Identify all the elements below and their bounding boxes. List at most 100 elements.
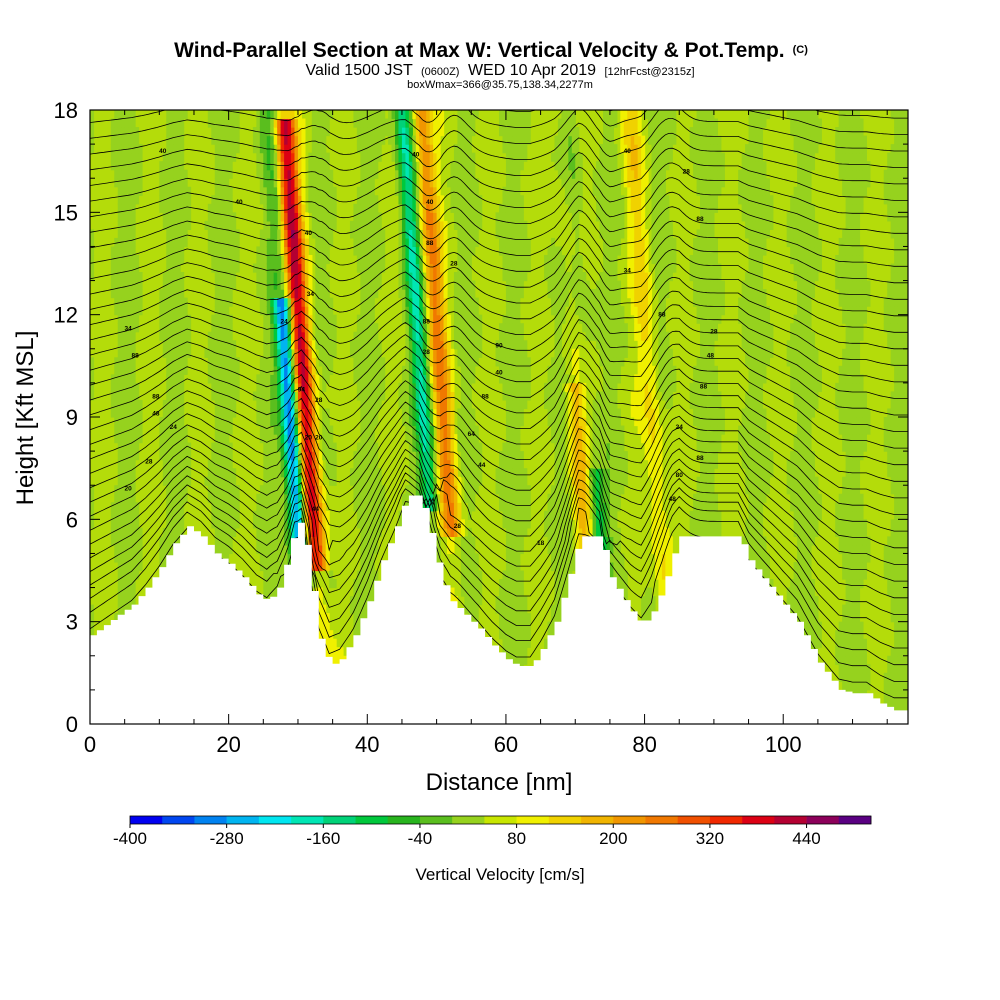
velocity-cell [478, 348, 483, 358]
velocity-cell [467, 502, 472, 512]
velocity-cell [384, 127, 389, 137]
velocity-cell [263, 161, 268, 171]
velocity-cell [370, 596, 375, 606]
velocity-cell [180, 434, 185, 444]
velocity-cell [183, 306, 188, 316]
velocity-cell [356, 263, 361, 273]
velocity-cell [263, 340, 268, 350]
velocity-cell [259, 118, 264, 128]
velocity-cell [176, 459, 181, 469]
velocity-cell [453, 289, 459, 299]
velocity-cell [318, 246, 323, 256]
velocity-cell [433, 399, 438, 410]
velocity-cell [180, 408, 185, 418]
velocity-cell [121, 237, 126, 248]
velocity-cell [325, 152, 330, 162]
velocity-cell [315, 476, 320, 486]
velocity-cell [135, 425, 140, 435]
velocity-cell [433, 365, 438, 375]
velocity-cell [315, 161, 320, 171]
velocity-cell [422, 135, 427, 145]
velocity-cell [180, 237, 185, 248]
velocity-cell [297, 178, 303, 188]
velocity-cell [436, 246, 441, 256]
velocity-cell [124, 357, 129, 367]
velocity-cell [450, 161, 455, 171]
velocity-cell [117, 502, 122, 512]
velocity-cell [318, 186, 323, 196]
velocity-cell [218, 476, 223, 486]
velocity-cell [301, 220, 306, 230]
velocity-cell [121, 374, 126, 384]
velocity-cell [176, 365, 181, 375]
velocity-cell [259, 272, 264, 282]
velocity-cell [214, 195, 219, 205]
velocity-cell [401, 195, 407, 205]
velocity-cell [294, 314, 299, 324]
velocity-cell [173, 280, 178, 290]
velocity-cell [263, 459, 268, 469]
velocity-cell [512, 630, 517, 640]
velocity-cell [259, 237, 264, 248]
velocity-cell [277, 331, 282, 341]
velocity-cell [332, 579, 337, 589]
velocity-cell [297, 203, 303, 213]
velocity-cell [478, 314, 483, 324]
velocity-cell [162, 212, 167, 222]
velocity-cell [426, 348, 431, 358]
velocity-cell [374, 152, 379, 162]
velocity-cell [162, 561, 167, 572]
velocity-cell [401, 212, 407, 222]
velocity-cell [280, 536, 285, 546]
velocity-cell [273, 314, 278, 324]
velocity-cell [117, 254, 122, 265]
velocity-cell [221, 263, 226, 273]
velocity-cell [270, 135, 275, 145]
velocity-cell [121, 408, 126, 418]
velocity-cell [128, 357, 133, 367]
velocity-cell [370, 237, 375, 248]
velocity-cell [287, 323, 292, 333]
velocity-cell [450, 365, 455, 375]
velocity-cell [169, 314, 174, 324]
velocity-cell [259, 289, 264, 299]
velocity-cell [408, 451, 413, 461]
velocity-cell [460, 323, 465, 333]
velocity-cell [457, 340, 462, 350]
velocity-cell [374, 263, 379, 273]
velocity-cell [447, 357, 452, 367]
velocity-cell [505, 186, 510, 196]
velocity-cell [325, 544, 330, 555]
velocity-cell [180, 314, 185, 324]
velocity-cell [436, 399, 441, 410]
velocity-cell [294, 519, 299, 529]
velocity-cell [121, 272, 126, 282]
velocity-cell [287, 152, 292, 162]
velocity-cell [214, 493, 219, 503]
velocity-cell [263, 272, 268, 282]
velocity-cell [318, 527, 323, 537]
velocity-cell [464, 485, 469, 495]
velocity-cell [360, 570, 365, 580]
velocity-cell [135, 536, 140, 546]
velocity-cell [124, 459, 129, 469]
velocity-cell [228, 152, 233, 162]
velocity-cell [256, 254, 261, 265]
velocity-cell [422, 493, 427, 503]
velocity-cell [512, 314, 517, 324]
velocity-cell [304, 519, 309, 529]
velocity-cell [464, 127, 469, 137]
velocity-cell [176, 263, 181, 273]
velocity-cell [117, 468, 122, 478]
velocity-cell [114, 536, 119, 546]
velocity-cell [467, 144, 472, 154]
velocity-cell [447, 374, 452, 384]
velocity-cell [169, 169, 174, 179]
velocity-cell [124, 425, 129, 435]
velocity-cell [204, 476, 209, 486]
velocity-cell [301, 135, 306, 145]
velocity-cell [225, 110, 230, 120]
velocity-cell [363, 391, 368, 401]
velocity-cell [471, 127, 476, 137]
